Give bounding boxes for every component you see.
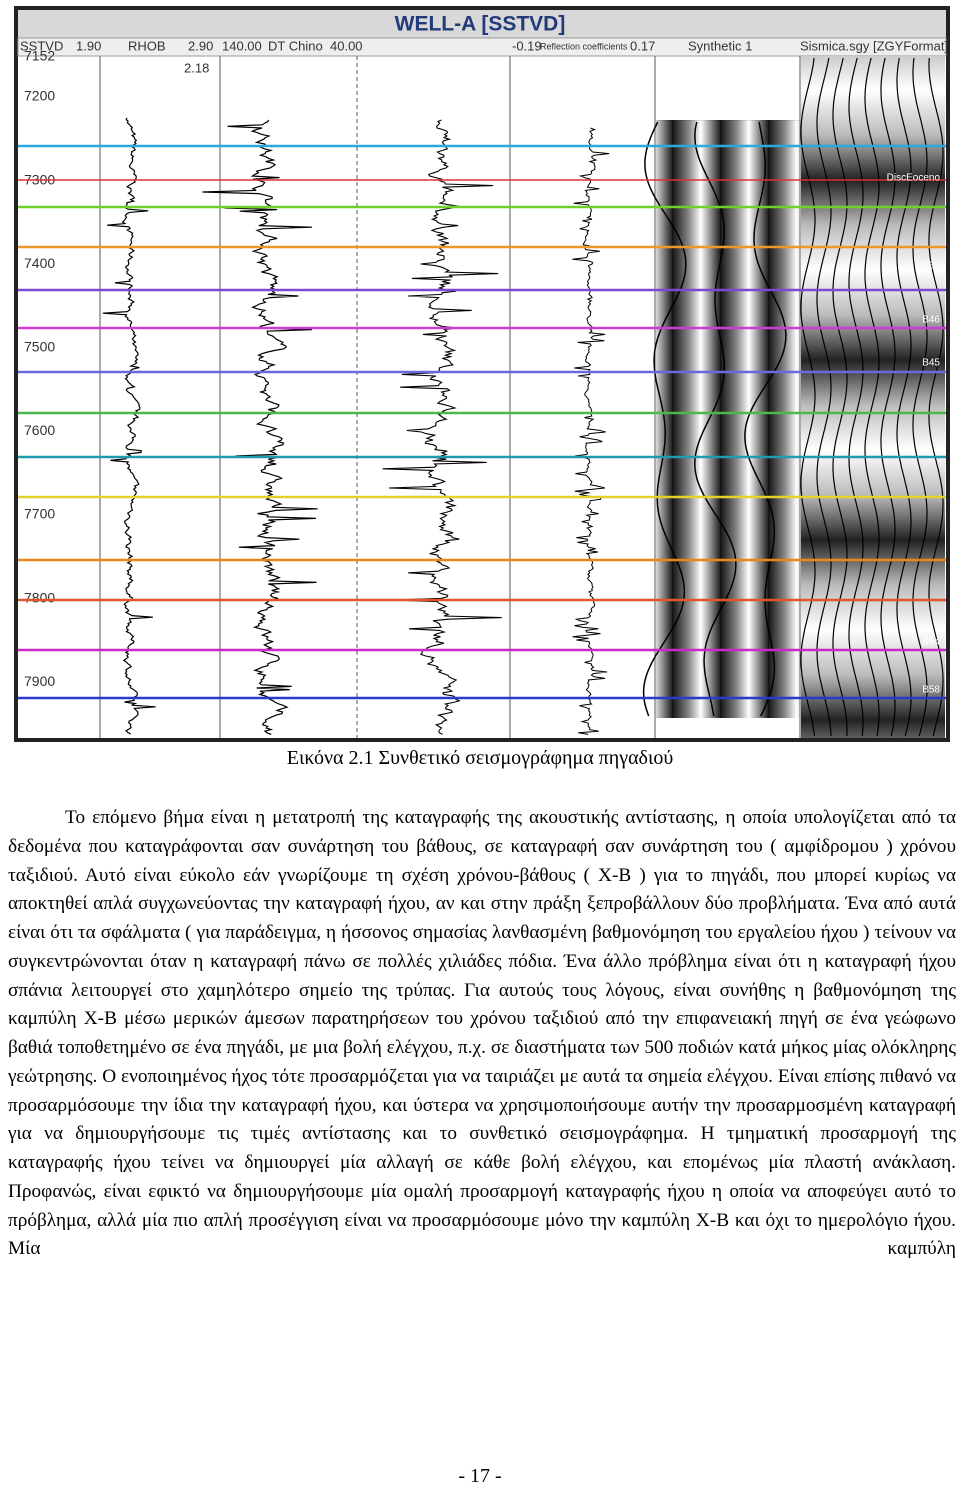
track-header: Reflection coefficients — [540, 41, 628, 51]
track-header: 0.17 — [630, 38, 655, 53]
horizon-label: B45 — [922, 358, 940, 369]
track-header: Synthetic 1 — [688, 38, 752, 53]
depth-label: 7500 — [24, 339, 55, 355]
horizon-label: B58 — [922, 685, 940, 696]
depth-label: 7700 — [24, 506, 55, 522]
rhob-marker: 2.18 — [184, 60, 209, 75]
depth-label: 7200 — [24, 88, 55, 104]
depth-label: 7152 — [24, 48, 55, 64]
track-header: 40.00 — [330, 38, 363, 53]
depth-label: 7600 — [24, 422, 55, 438]
horizon-label: B31 — [922, 261, 940, 272]
body-paragraph: Το επόμενο βήμα είναι η μετατροπή της κα… — [8, 804, 956, 1264]
horizon-label: B54 — [922, 637, 940, 648]
track-header: Sismica.sgy [ZGYFormat] — [800, 38, 948, 53]
figure-title: WELL-A [SSTVD] — [395, 13, 566, 36]
synthetic-panel — [656, 120, 799, 718]
horizon-label: B46 — [922, 315, 940, 326]
depth-label: 7800 — [24, 589, 55, 605]
track-header: -0.19 — [512, 38, 542, 53]
figure-caption: Εικόνα 2.1 Συνθετικό σεισμογράφημα πηγαδ… — [0, 747, 960, 770]
depth-label: 7400 — [24, 255, 55, 271]
track-header: 2.90 — [188, 38, 213, 53]
track-header: 140.00 — [222, 38, 262, 53]
page-number: - 17 - — [0, 1465, 960, 1488]
track-header: 1.90 — [76, 38, 101, 53]
horizon-label: DiscEoceno — [887, 173, 941, 184]
track-header: RHOB — [128, 38, 166, 53]
depth-label: 7900 — [24, 673, 55, 689]
track-header: DT Chino — [268, 38, 323, 53]
